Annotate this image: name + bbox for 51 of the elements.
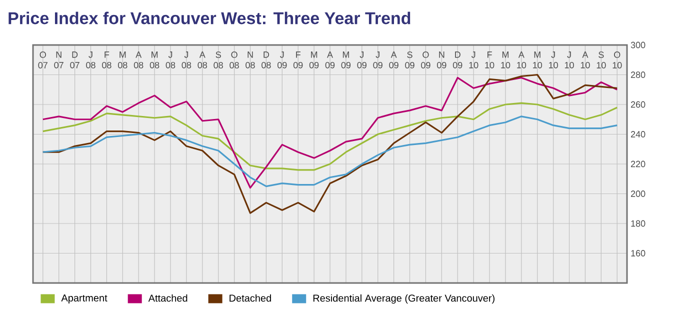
y-tick-label: 240 [630, 131, 646, 138]
x-tick-label: O 10 [612, 52, 622, 68]
x-tick-label: J 08 [86, 52, 96, 68]
x-tick-label: S 10 [596, 52, 606, 68]
x-tick-label: D 08 [262, 52, 271, 68]
x-tick-label: J 08 [166, 52, 176, 68]
x-tick-label: O 07 [38, 52, 48, 68]
x-tick-label: S 09 [405, 52, 414, 68]
x-tick-label: A 10 [517, 52, 526, 68]
x-tick-label: N 08 [246, 52, 255, 68]
x-tick-label: M 10 [501, 52, 510, 68]
x-tick-label: F 09 [293, 52, 303, 68]
x-tick-label: M 10 [533, 52, 542, 68]
x-tick-label: S 08 [214, 52, 223, 68]
x-tick-label: M 09 [309, 52, 319, 68]
y-tick-label: 160 [631, 250, 646, 256]
x-tick-label: A 09 [325, 52, 335, 68]
x-tick-label: F 08 [102, 52, 112, 68]
y-tick-label: 220 [630, 160, 646, 168]
x-tick-label: J 10 [469, 52, 478, 68]
line-series [42, 74, 618, 214]
x-tick-label: O 09 [421, 52, 430, 68]
x-tick-label: A 08 [134, 52, 144, 68]
x-tick-label: A 09 [389, 52, 398, 68]
x-tick-label: F 10 [485, 52, 494, 68]
x-tick-label: O 08 [230, 52, 239, 68]
y-tick-label: 180 [631, 220, 646, 227]
legend-label: Apartment [61, 294, 108, 304]
x-tick-label: J 09 [277, 52, 287, 68]
y-tick-label: 280 [630, 72, 646, 78]
x-tick-label: D 07 [70, 52, 80, 68]
y-tick-label: 300 [630, 42, 646, 48]
x-tick-label: N 07 [54, 52, 64, 68]
x-tick-label: J 08 [182, 52, 192, 68]
x-tick-label: M 09 [341, 52, 351, 68]
x-tick-label: J 09 [373, 52, 382, 68]
x-tick-label: M 08 [150, 52, 160, 68]
x-tick-label: N 09 [437, 52, 446, 68]
x-tick-label: A 10 [580, 52, 590, 68]
legend-label: Residential Average (Greater Vancouver) [313, 294, 494, 304]
x-tick-label: M 08 [118, 52, 128, 68]
legend-label: Detached [230, 294, 271, 302]
x-tick-label: J 10 [549, 52, 558, 68]
x-tick-label: J 09 [357, 52, 366, 68]
chart-title: Price Index for Vancouver West: Three Year Trend [8, 12, 410, 24]
x-tick-label: D 09 [452, 52, 462, 68]
y-tick-label: 260 [630, 101, 646, 108]
x-tick-label: J 10 [564, 52, 574, 68]
legend-label: Attached [148, 294, 188, 302]
y-tick-label: 200 [630, 190, 646, 197]
x-tick-label: A 08 [198, 52, 208, 68]
